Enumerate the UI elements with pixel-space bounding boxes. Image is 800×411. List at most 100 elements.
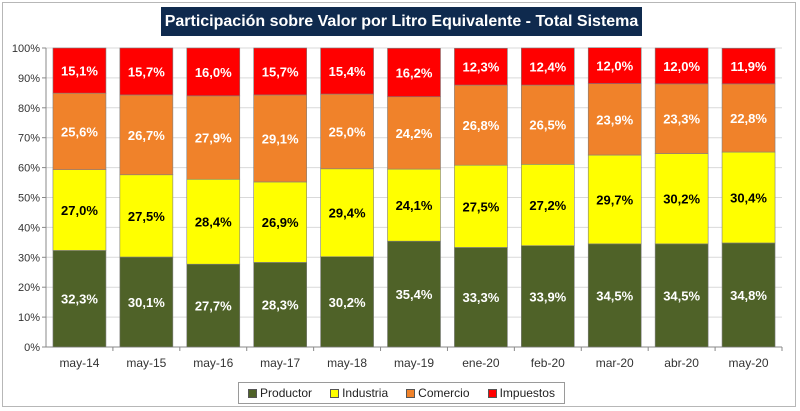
y-tick-label: 10%	[18, 312, 40, 324]
data-label-productor-may-20: 34,8%	[730, 288, 767, 303]
legend-label-productor: Productor	[260, 386, 313, 400]
data-label-comercio-may-19: 24,2%	[396, 126, 433, 141]
y-tick-label: 50%	[18, 193, 40, 205]
data-label-comercio-may-16: 27,9%	[195, 131, 232, 146]
data-label-industria-may-15: 27,5%	[128, 209, 165, 224]
y-tick-label: 60%	[18, 163, 40, 175]
data-label-impuestos-may-20: 11,9%	[730, 59, 767, 74]
x-tick-label-may-19: may-19	[394, 356, 434, 370]
legend-swatch-comercio	[406, 388, 416, 398]
data-label-industria-may-19: 24,1%	[396, 198, 433, 213]
legend-item-productor: Productor	[248, 386, 312, 400]
data-label-industria-may-14: 27,0%	[61, 203, 98, 218]
legend-item-industria: Industria	[330, 386, 388, 400]
data-label-impuestos-feb-20: 12,4%	[529, 60, 566, 75]
data-label-comercio-may-18: 25,0%	[329, 124, 366, 139]
data-label-industria-ene-20: 27,5%	[462, 199, 499, 214]
bar-industria-may-15	[119, 174, 174, 258]
data-label-productor-may-18: 30,2%	[329, 295, 366, 310]
bar-comercio-may-18	[320, 93, 374, 170]
x-tick-label-ene-20: ene-20	[462, 356, 500, 370]
bar-impuestos-may-20	[721, 47, 776, 85]
bar-industria-may-18	[320, 168, 374, 258]
data-label-industria-may-20: 30,4%	[730, 191, 767, 206]
x-tick-label-may-15: may-15	[126, 356, 166, 370]
bar-impuestos-may-14	[52, 47, 107, 94]
x-tick-label-may-16: may-16	[193, 356, 233, 370]
bar-impuestos-ene-20	[454, 47, 508, 86]
x-tick-label-mar-20: mar-20	[596, 356, 634, 370]
legend-label-industria: Industria	[342, 386, 389, 400]
bar-comercio-may-15	[119, 94, 174, 176]
bar-industria-may-16	[186, 178, 241, 265]
x-tick-label-may-17: may-17	[260, 356, 300, 370]
data-label-industria-may-18: 29,4%	[329, 206, 366, 221]
bar-productor-ene-20	[454, 247, 508, 348]
data-label-impuestos-may-17: 15,7%	[262, 64, 299, 79]
data-label-industria-feb-20: 27,2%	[529, 198, 566, 213]
chart-title: Participación sobre Valor por Litro Equi…	[161, 7, 642, 36]
data-label-impuestos-mar-20: 12,0%	[596, 59, 633, 74]
bar-impuestos-may-18	[320, 47, 374, 95]
data-label-productor-feb-20: 33,9%	[529, 289, 566, 304]
x-tick-label-may-20: may-20	[729, 356, 769, 370]
bar-impuestos-abr-20	[654, 47, 709, 85]
bar-industria-feb-20	[521, 164, 575, 246]
legend-label-comercio: Comercio	[418, 386, 470, 400]
bar-impuestos-may-16	[186, 47, 241, 97]
x-tick-label-may-18: may-18	[327, 356, 367, 370]
data-label-comercio-abr-20: 23,3%	[663, 112, 700, 127]
bar-productor-may-20	[721, 242, 776, 348]
bar-industria-abr-20	[654, 153, 709, 245]
y-tick-label: 20%	[18, 282, 40, 294]
bar-impuestos-feb-20	[521, 47, 575, 86]
data-label-impuestos-may-18: 15,4%	[329, 64, 366, 79]
legend-item-impuestos: Impuestos	[487, 386, 555, 400]
data-label-comercio-mar-20: 23,9%	[596, 112, 633, 127]
data-label-productor-may-19: 35,4%	[396, 287, 433, 302]
bar-industria-may-14	[52, 169, 107, 251]
y-tick-label: 40%	[18, 222, 40, 234]
data-label-impuestos-may-19: 16,2%	[396, 66, 433, 81]
data-label-productor-ene-20: 33,3%	[462, 290, 499, 305]
data-label-impuestos-may-15: 15,7%	[128, 64, 165, 79]
y-tick-label: 0%	[24, 342, 40, 354]
data-label-impuestos-abr-20: 12,0%	[663, 59, 700, 74]
bar-productor-feb-20	[521, 245, 575, 348]
data-label-comercio-feb-20: 26,5%	[529, 118, 566, 133]
chart-legend: Productor Industria Comercio Impuestos	[238, 382, 565, 404]
bar-productor-may-15	[119, 256, 174, 348]
data-label-productor-abr-20: 34,5%	[663, 288, 700, 303]
bar-comercio-may-20	[721, 83, 776, 153]
data-label-comercio-may-17: 29,1%	[262, 131, 299, 146]
bar-impuestos-may-17	[253, 47, 307, 96]
y-tick-label: 100%	[12, 43, 40, 55]
data-label-comercio-may-15: 26,7%	[128, 128, 165, 143]
bar-industria-may-17	[253, 181, 307, 263]
data-label-industria-abr-20: 30,2%	[663, 192, 700, 207]
data-label-productor-mar-20: 34,5%	[596, 288, 633, 303]
y-tick-label: 30%	[18, 252, 40, 264]
bar-comercio-feb-20	[521, 84, 575, 165]
legend-item-comercio: Comercio	[406, 386, 470, 400]
legend-swatch-impuestos	[487, 388, 497, 398]
data-label-industria-may-16: 28,4%	[195, 215, 232, 230]
bar-comercio-may-16	[186, 95, 241, 180]
bar-industria-may-19	[387, 168, 441, 242]
x-tick-label-abr-20: abr-20	[664, 356, 699, 370]
data-label-industria-mar-20: 29,7%	[596, 192, 633, 207]
data-label-comercio-may-14: 25,6%	[61, 124, 98, 139]
legend-swatch-industria	[330, 388, 340, 398]
data-label-comercio-may-20: 22,8%	[730, 111, 767, 126]
bar-impuestos-mar-20	[587, 47, 642, 84]
bar-impuestos-may-15	[119, 47, 174, 96]
data-label-impuestos-may-16: 16,0%	[195, 65, 232, 80]
bar-productor-may-18	[320, 256, 374, 348]
data-label-productor-may-17: 28,3%	[262, 298, 299, 313]
y-tick-label: 90%	[18, 73, 40, 85]
data-label-impuestos-may-14: 15,1%	[61, 64, 98, 79]
bar-productor-may-16	[186, 263, 241, 348]
bar-comercio-may-17	[253, 94, 307, 183]
bar-impuestos-may-19	[387, 47, 441, 98]
data-label-impuestos-ene-20: 12,3%	[462, 60, 499, 75]
